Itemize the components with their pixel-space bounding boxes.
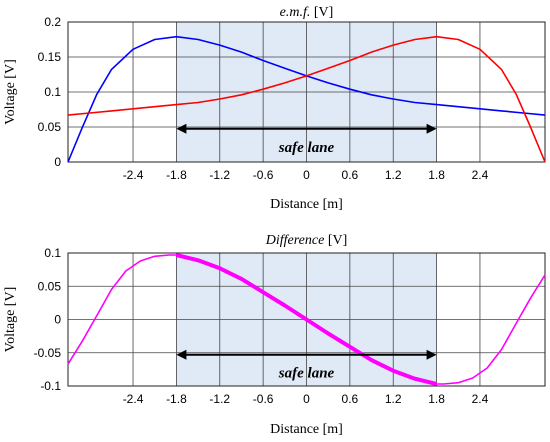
plot2-y-tick-label: -0.1 (40, 379, 61, 393)
plot1-x-axis-label: Distance [m] (270, 197, 343, 212)
plot1-x-tick-label: 0.6 (342, 168, 359, 182)
plot2-x-tick-label: 1.2 (385, 392, 402, 406)
plot2-arrowhead-left (176, 349, 187, 360)
plot2-x-tick-label: 2.4 (472, 392, 489, 406)
plot2-title: Difference [V] (265, 233, 348, 248)
plot2-y-axis-label: Voltage [V] (3, 287, 18, 352)
plot1-y-axis-label: Voltage [V] (3, 59, 18, 124)
plot1-safe-lane-label: safe lane (278, 140, 335, 156)
plot1-x-tick-label: 1.2 (385, 168, 402, 182)
plot2-title-unit: [V] (324, 233, 347, 248)
plot2-x-tick-label: -1.8 (166, 392, 187, 406)
plot2-y-tick-label: 0 (54, 313, 61, 327)
plot2-title-main: Difference (265, 233, 325, 248)
plot2-safe-lane-label: safe lane (278, 366, 335, 382)
plot2-x-axis-label: Distance [m] (270, 422, 343, 437)
plot2-x-tick-label: 0.6 (342, 392, 359, 406)
plot2-x-tick-label: -0.6 (253, 392, 274, 406)
plot1-x-tick-label: -0.6 (253, 168, 274, 182)
plot2-y-tick-label: 0.1 (44, 246, 61, 260)
plot1-x-tick-label: -1.8 (166, 168, 187, 182)
plot1-series-line-2 (67, 35, 546, 163)
plot2-x-tick-label: -2.4 (123, 392, 144, 406)
plot2-x-tick-label: 1.8 (428, 392, 445, 406)
plot2-frame (67, 252, 546, 387)
plot2-arrowhead-right (426, 349, 437, 360)
plot1-series-line-1 (67, 35, 546, 163)
plot2-y-tick-label: -0.05 (34, 346, 62, 360)
plot1-arrowhead-right (426, 123, 437, 134)
plot1-arrowhead-left (176, 123, 187, 134)
plot2-x-tick-label: 0 (303, 392, 310, 406)
plot2-series-highlight (175, 253, 438, 386)
plot1-x-tick-label: 2.4 (472, 168, 489, 182)
plot1-y-tick-label: 0.15 (38, 50, 62, 64)
plot1-y-tick-label: 0.05 (38, 120, 62, 134)
plot2-y-tick-label: 0.05 (38, 279, 62, 293)
plot1-title-main: e.m.f. (280, 5, 311, 20)
plot1-title-unit: [V] (310, 5, 333, 20)
plot1-x-tick-label: 1.8 (428, 168, 445, 182)
plot1-title: e.m.f. [V] (280, 5, 334, 20)
plot1-y-tick-label: 0 (54, 155, 61, 169)
plot2-x-tick-label: -1.2 (209, 392, 230, 406)
plot1-x-tick-label: -1.2 (209, 168, 230, 182)
plot1-y-tick-label: 0.2 (44, 15, 61, 29)
plot1-x-tick-label: 0 (303, 168, 310, 182)
plot1-frame (67, 21, 546, 163)
plot1-y-tick-label: 0.1 (44, 85, 61, 99)
plot1-x-tick-label: -2.4 (123, 168, 144, 182)
